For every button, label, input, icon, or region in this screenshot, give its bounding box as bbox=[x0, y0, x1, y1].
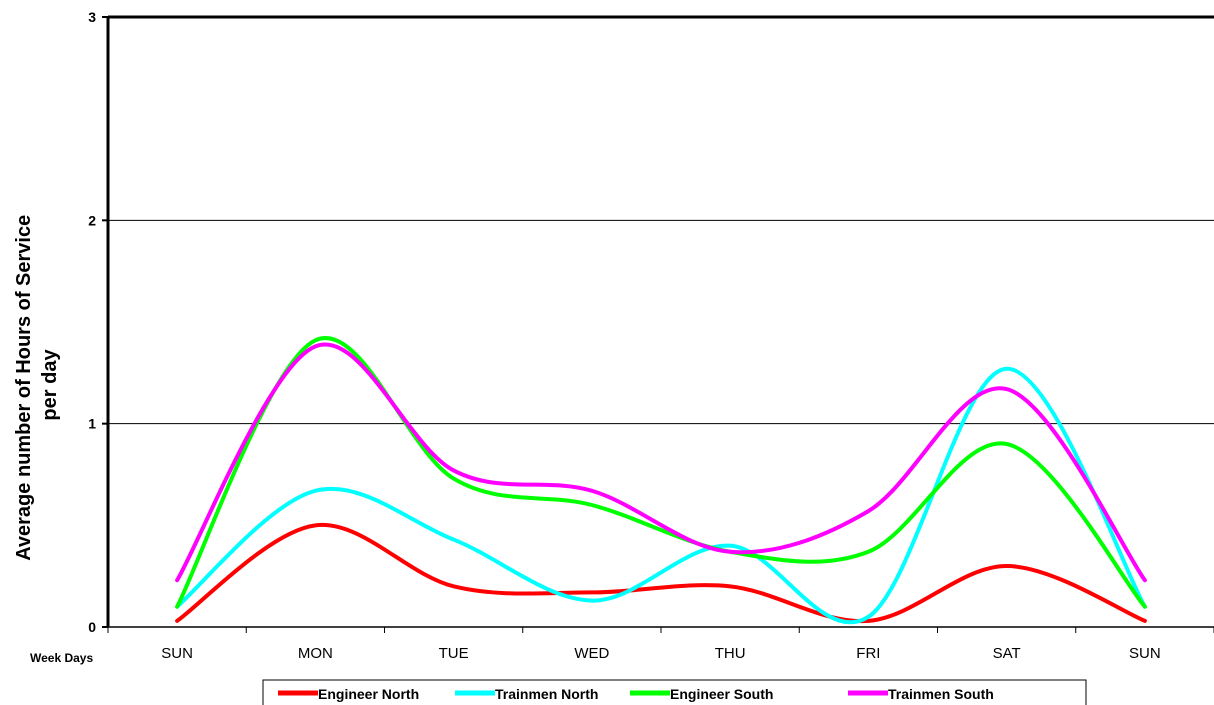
series-line-trainmen-north bbox=[175, 366, 1147, 625]
y-tick-label-1: 1 bbox=[88, 416, 96, 432]
legend-label-engineer-south: Engineer South bbox=[670, 686, 773, 702]
x-tick-label-3: WED bbox=[574, 645, 609, 662]
series-line-trainmen-south bbox=[175, 342, 1147, 583]
legend-label-engineer-north: Engineer North bbox=[318, 686, 419, 702]
x-tick-label-5: FRI bbox=[856, 645, 880, 662]
y-axis-label: Average number of Hours of Service per d… bbox=[13, 209, 61, 561]
series-line-engineer-north bbox=[175, 523, 1147, 624]
y-axis-label-line-2: per day bbox=[39, 349, 61, 421]
legend-label-trainmen-north: Trainmen North bbox=[495, 686, 598, 702]
y-axis-label-line-1: Average number of Hours of Service bbox=[13, 215, 35, 561]
legend-label-trainmen-south: Trainmen South bbox=[888, 686, 994, 702]
series-line-engineer-south bbox=[175, 336, 1147, 609]
legend: Engineer North Trainmen North Engineer Sou… bbox=[262, 679, 1087, 705]
y-tick-label-2: 2 bbox=[88, 212, 96, 228]
x-axis-label: Week Days bbox=[30, 651, 93, 665]
x-tick-label-0: SUN bbox=[161, 645, 193, 662]
x-tick-label-2: TUE bbox=[439, 645, 469, 662]
legend-box bbox=[262, 679, 1087, 705]
y-tick-label-0: 0 bbox=[88, 619, 96, 635]
y-tick-label-3: 3 bbox=[88, 9, 96, 25]
x-tick-label-1: MON bbox=[298, 645, 333, 662]
x-tick-label-6: SAT bbox=[993, 645, 1021, 662]
x-tick-label-7: SUN bbox=[1129, 645, 1161, 662]
x-tick-label-4: THU bbox=[715, 645, 746, 662]
